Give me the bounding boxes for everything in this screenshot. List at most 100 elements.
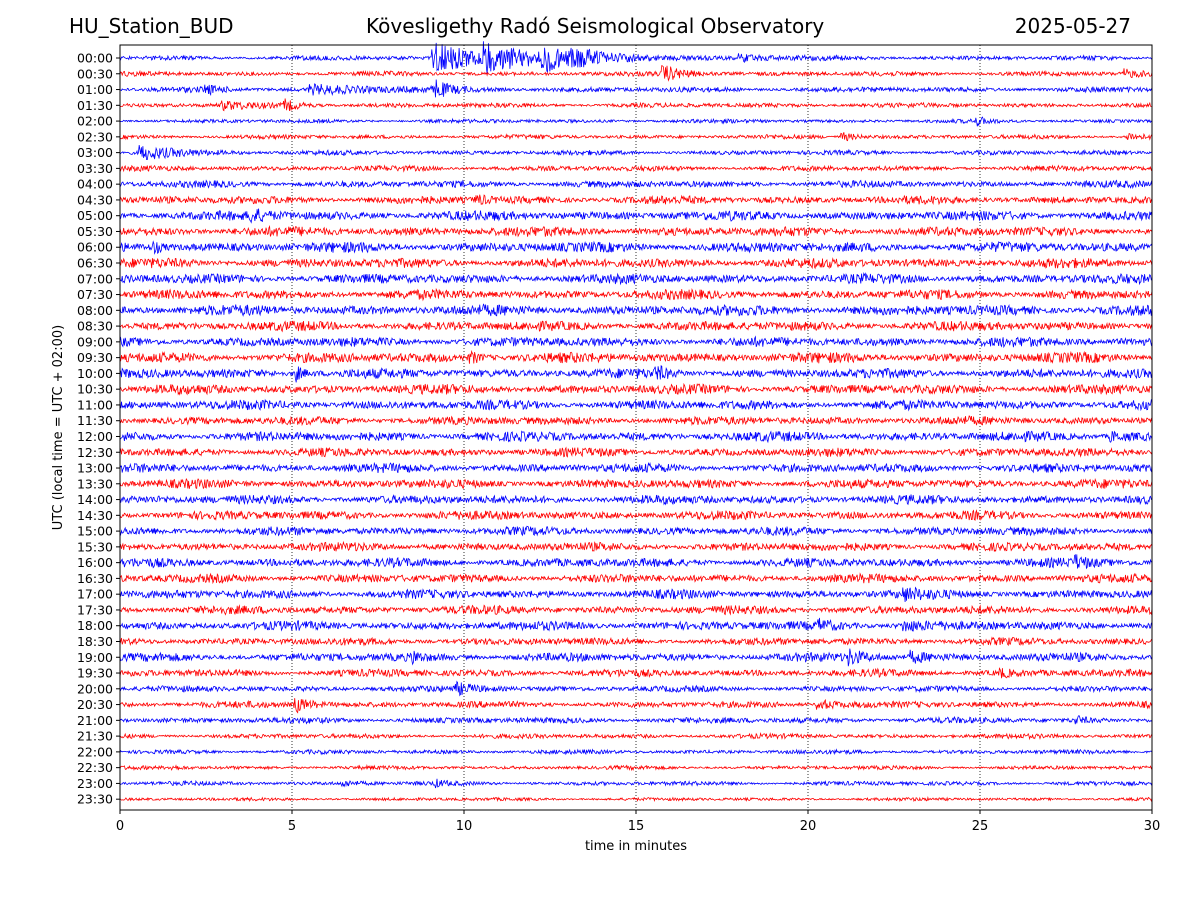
y-tick-label: 01:30: [77, 98, 113, 113]
trace-row-0700: [119, 271, 1153, 286]
trace-row-1230: [119, 446, 1153, 458]
trace-row-0200: [119, 116, 1153, 127]
trace-row-1400: [119, 494, 1153, 506]
trace-row-1430: [119, 509, 1153, 521]
trace-row-2330: [119, 796, 1153, 803]
trace-row-1130: [119, 415, 1153, 427]
y-tick-label: 22:00: [77, 744, 113, 759]
trace-row-0430: [119, 194, 1153, 206]
y-tick-label: 00:00: [77, 51, 113, 66]
trace-row-1300: [119, 461, 1153, 474]
trace-row-0900: [119, 335, 1153, 349]
y-tick-label: 23:30: [77, 792, 113, 807]
trace-row-0800: [119, 303, 1153, 317]
trace-row-0630: [119, 257, 1153, 270]
trace-row-1700: [119, 586, 1153, 603]
y-tick-label: 20:00: [77, 681, 113, 696]
trace-row-0400: [119, 179, 1153, 190]
y-tick-label: 08:30: [77, 319, 113, 334]
station-name: HU_Station_BUD: [69, 14, 234, 38]
y-tick-label: 14:30: [77, 508, 113, 523]
x-tick-label: 5: [288, 819, 296, 834]
y-tick-label: 03:00: [77, 145, 113, 160]
y-tick-label: 01:00: [77, 82, 113, 97]
y-tick-label: 23:00: [77, 776, 113, 791]
y-tick-label: 17:00: [77, 587, 113, 602]
trace-row-1100: [119, 398, 1153, 412]
seismic-traces: [119, 41, 1153, 803]
y-tick-label: 19:00: [77, 650, 113, 665]
trace-row-1000: [119, 365, 1153, 383]
trace-row-0730: [119, 287, 1153, 302]
y-tick-label: 14:00: [77, 492, 113, 507]
trace-row-0000: [119, 41, 1153, 74]
y-tick-label: 11:00: [77, 397, 113, 412]
trace-row-0930: [119, 349, 1153, 364]
trace-row-1730: [119, 604, 1153, 616]
y-tick-label: 07:30: [77, 287, 113, 302]
trace-row-1930: [119, 667, 1153, 679]
grid-lines: [291, 45, 981, 810]
x-tick-label: 25: [972, 819, 989, 834]
y-tick-label: 21:00: [77, 713, 113, 728]
y-tick-label: 21:30: [77, 729, 113, 744]
trace-row-0330: [119, 164, 1153, 173]
trace-row-1900: [119, 648, 1153, 667]
y-tick-label: 03:30: [77, 161, 113, 176]
y-axis-label: UTC (local time = UTC + 02:00): [51, 325, 66, 530]
x-tick-label: 10: [456, 819, 473, 834]
y-tick-label: 06:30: [77, 256, 113, 271]
y-tick-label: 12:00: [77, 429, 113, 444]
trace-row-1030: [119, 382, 1153, 396]
y-tick-label: 02:30: [77, 129, 113, 144]
y-tick-label: 16:00: [77, 555, 113, 570]
record-date: 2025-05-27: [1014, 14, 1131, 38]
y-tick-label: 10:30: [77, 382, 113, 397]
trace-row-1630: [119, 572, 1153, 585]
trace-row-0530: [119, 225, 1153, 238]
y-tick-label: 18:00: [77, 618, 113, 633]
trace-row-0300: [119, 144, 1152, 161]
y-tick-label: 08:00: [77, 303, 113, 318]
y-tick-label: 04:00: [77, 177, 113, 192]
trace-row-2200: [119, 748, 1153, 756]
trace-row-2000: [119, 680, 1152, 697]
y-tick-label: 15:30: [77, 539, 113, 554]
y-tick-label: 05:30: [77, 224, 113, 239]
y-tick-label: 10:00: [77, 366, 113, 381]
y-tick-label: 16:30: [77, 571, 113, 586]
y-tick-label: 02:00: [77, 114, 113, 129]
y-tick-label: 06:00: [77, 240, 113, 255]
trace-row-2230: [119, 764, 1153, 772]
observatory-title: Kövesligethy Radó Seismological Observat…: [366, 14, 825, 38]
y-tick-label: 17:30: [77, 602, 113, 617]
y-tick-label: 19:30: [77, 666, 113, 681]
y-tick-label: 07:00: [77, 271, 113, 286]
trace-row-0600: [119, 240, 1153, 255]
y-axis-ticks: 00:0000:3001:0001:3002:0002:3003:0003:30…: [77, 51, 120, 807]
trace-row-1500: [119, 525, 1153, 537]
y-tick-label: 18:30: [77, 634, 113, 649]
x-axis-label: time in minutes: [585, 839, 687, 854]
trace-row-1800: [119, 617, 1153, 632]
trace-row-2130: [119, 732, 1153, 741]
trace-row-1530: [119, 540, 1153, 553]
trace-row-1600: [119, 553, 1153, 570]
y-tick-label: 04:30: [77, 192, 113, 207]
trace-row-1330: [119, 477, 1153, 490]
x-tick-label: 15: [628, 819, 645, 834]
x-axis-ticks: 0 5 10 15 20 25 30: [116, 810, 1160, 834]
trace-row-0230: [119, 132, 1153, 142]
y-tick-label: 15:00: [77, 524, 113, 539]
y-tick-label: 09:30: [77, 350, 113, 365]
y-tick-label: 00:30: [77, 66, 113, 81]
y-tick-label: 09:00: [77, 334, 113, 349]
trace-row-0100: [120, 79, 1153, 98]
x-tick-label: 30: [1144, 819, 1161, 834]
trace-row-2300: [119, 778, 1153, 789]
x-tick-label: 20: [800, 819, 817, 834]
trace-row-0130: [119, 98, 1153, 112]
trace-row-0830: [119, 320, 1153, 333]
y-tick-label: 13:30: [77, 476, 113, 491]
